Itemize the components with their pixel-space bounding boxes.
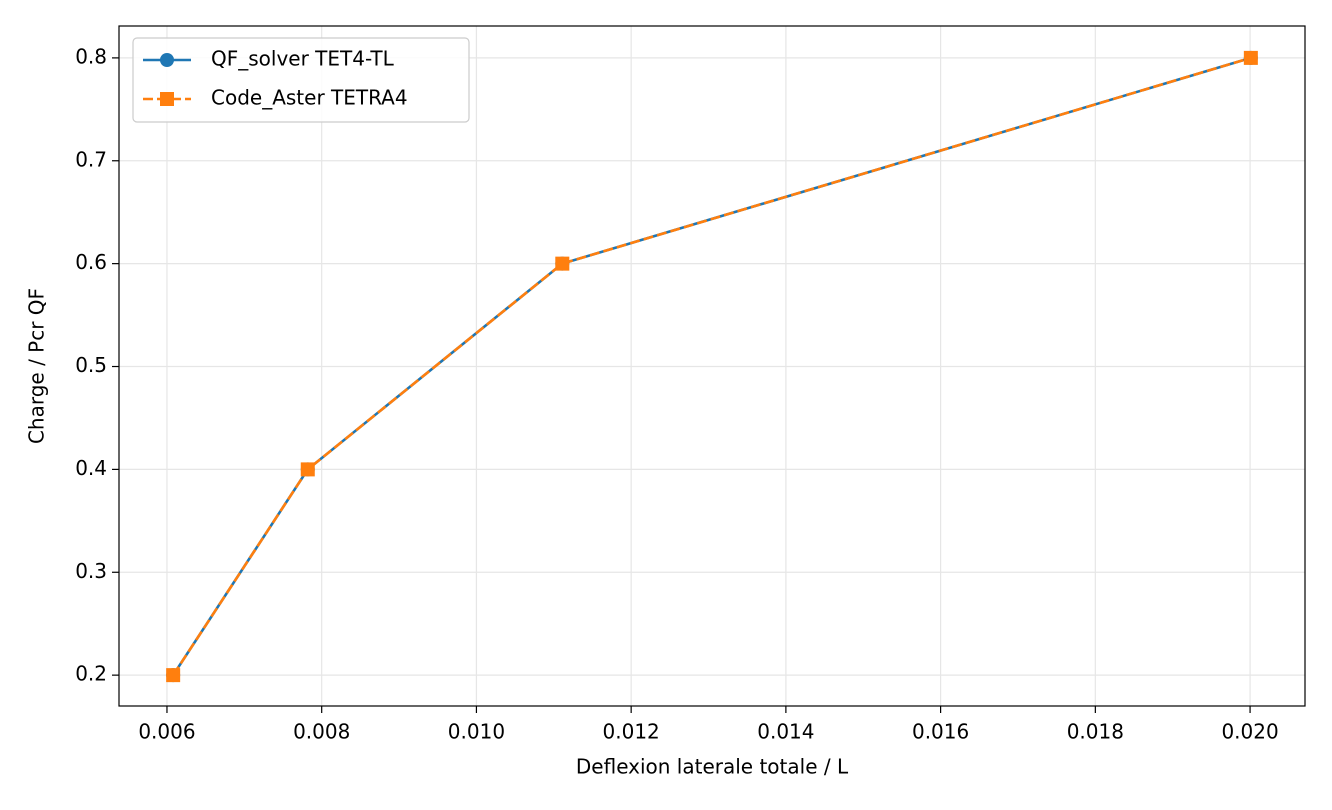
y-axis-label: Charge / Pcr QF [25,288,49,444]
y-tick-label: 0.2 [75,662,107,686]
marker [300,462,315,477]
x-tick-label: 0.014 [757,720,814,744]
y-tick-label: 0.8 [75,44,107,68]
x-tick-label: 0.018 [1067,720,1124,744]
legend-box [132,37,470,123]
y-tick-label: 0.4 [75,456,107,480]
marker [1243,50,1258,65]
series-line [172,56,1252,676]
legend-label: Code_Aster TETRA4 [211,86,408,110]
plot-frame [118,25,1306,707]
legend-marker [160,92,174,106]
legend-label: QF_solver TET4-TL [211,47,395,71]
marker [166,668,181,683]
marker [555,256,570,271]
x-tick-label: 0.008 [293,720,350,744]
y-tick-label: 0.7 [75,147,107,171]
legend-marker [160,53,174,67]
x-tick-label: 0.020 [1221,720,1278,744]
x-tick-label: 0.012 [603,720,660,744]
y-tick-label: 0.3 [75,559,107,583]
x-axis-label: Deflexion laterale totale / L [576,755,849,779]
x-tick-label: 0.010 [448,720,505,744]
y-tick-label: 0.6 [75,250,107,274]
x-tick-label: 0.016 [912,720,969,744]
x-tick-label: 0.006 [138,720,195,744]
y-tick-label: 0.5 [75,353,107,377]
